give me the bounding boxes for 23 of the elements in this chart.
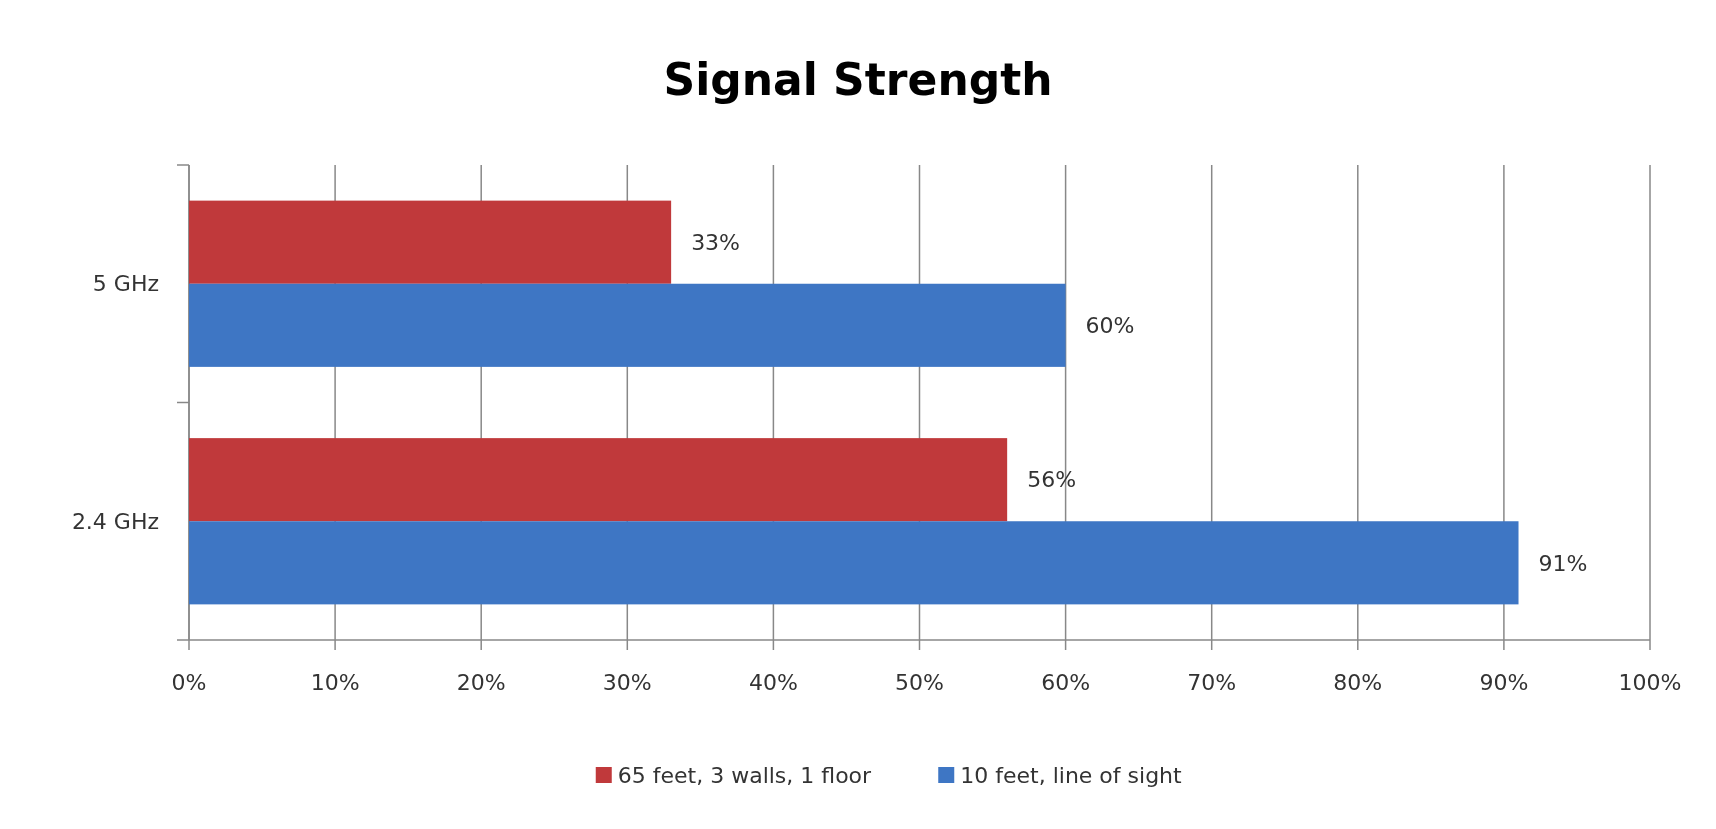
x-tick-label: 50% (895, 670, 944, 695)
x-tick-label: 60% (1041, 670, 1091, 695)
bar (189, 438, 1008, 522)
x-tick-label: 10% (310, 670, 360, 695)
x-tick-label: 100% (1618, 670, 1682, 695)
x-tick-label: 30% (602, 670, 652, 695)
bar (189, 283, 1066, 367)
bar (189, 521, 1519, 605)
x-tick-label: 40% (748, 670, 798, 695)
chart-title: Signal Strength (663, 54, 1053, 105)
legend-label: 10 feet, line of sight (960, 762, 1183, 788)
x-tick-label: 20% (456, 670, 506, 695)
legend-label: 65 feet, 3 walls, 1 floor (617, 762, 873, 788)
x-tick-label: 0% (171, 670, 207, 695)
x-tick-label: 70% (1187, 670, 1237, 695)
data-label: 33% (691, 229, 741, 255)
x-tick-label: 80% (1333, 670, 1383, 695)
data-label: 60% (1085, 313, 1135, 339)
data-label: 91% (1538, 550, 1588, 576)
x-tick-label: 90% (1479, 670, 1529, 695)
y-tick-label: 5 GHz (92, 271, 159, 297)
bar (189, 200, 672, 284)
y-tick-label: 2.4 GHz (71, 508, 159, 534)
